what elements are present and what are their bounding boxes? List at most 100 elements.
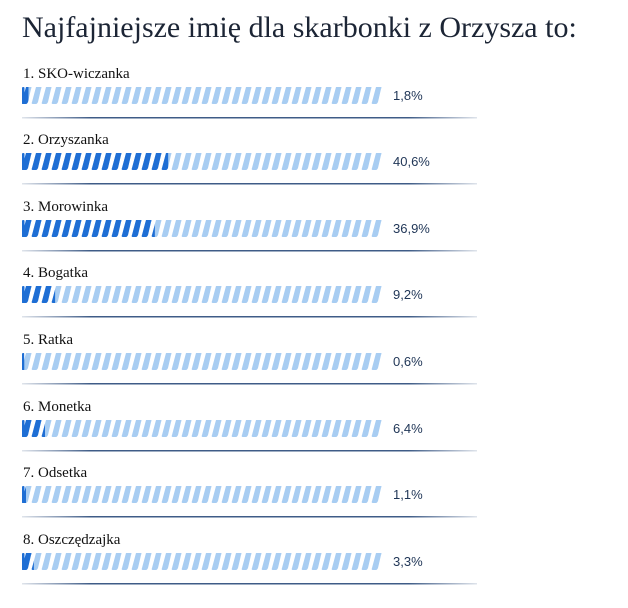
- bar-graphic: [22, 87, 382, 104]
- bar-stripe-empty: [281, 220, 292, 237]
- bar-stripe-empty: [31, 87, 42, 104]
- bar-stripe-filled: [71, 153, 82, 170]
- bar-stripe-filled: [141, 220, 152, 237]
- bar-stripe-empty: [111, 353, 122, 370]
- bar-stripe-empty: [341, 553, 352, 570]
- bar-stripe-empty: [231, 353, 242, 370]
- bar-stripe-empty: [371, 87, 382, 104]
- bar-stripe-empty: [351, 286, 362, 303]
- bar-stripe-empty: [311, 420, 322, 437]
- bar-stripe-empty: [311, 220, 322, 237]
- bar-stripe-empty: [301, 220, 312, 237]
- bar-stripe-empty: [351, 486, 362, 503]
- bar-stripe-empty: [181, 420, 192, 437]
- bar-stripe-empty: [361, 87, 372, 104]
- bar-stripe-empty: [51, 353, 62, 370]
- bar-stripe-empty: [301, 286, 312, 303]
- bar-stripe-empty: [331, 153, 342, 170]
- bar-stripe-empty: [371, 353, 382, 370]
- bar-stripe-empty: [351, 420, 362, 437]
- bar-stripe-empty: [171, 420, 182, 437]
- bar-stripe-empty: [301, 153, 312, 170]
- option-divider: [22, 316, 477, 318]
- bar-stripe-empty: [331, 486, 342, 503]
- bar-stripe-empty: [101, 420, 112, 437]
- bar-stripe-empty: [191, 87, 202, 104]
- bar-stripe-empty: [81, 486, 92, 503]
- bar-stripe-empty: [221, 87, 232, 104]
- bar-stripe-empty: [221, 286, 232, 303]
- bar-stripe-empty: [361, 286, 372, 303]
- bar-stripe-empty: [291, 486, 302, 503]
- bar-stripe-empty: [321, 486, 332, 503]
- bar-stripe-empty: [321, 353, 332, 370]
- bar-stripe-empty: [101, 286, 112, 303]
- bar-stripe-filled: [41, 423, 46, 437]
- bar-stripe-empty: [91, 353, 102, 370]
- bar-stripe-empty: [101, 87, 112, 104]
- bar-stripe-empty: [241, 153, 252, 170]
- bar-stripe-empty: [51, 420, 62, 437]
- bar-stripe-empty: [141, 420, 152, 437]
- bar-stripe-empty: [101, 353, 112, 370]
- poll-result-bar: [22, 485, 382, 504]
- bar-stripe-empty: [281, 353, 292, 370]
- bar-stripe-empty: [171, 486, 182, 503]
- bar-stripe-empty: [221, 553, 232, 570]
- bar-stripe-empty: [161, 220, 172, 237]
- bar-stripe-empty: [91, 486, 102, 503]
- bar-graphic: [22, 553, 382, 570]
- bar-stripe-filled: [101, 220, 112, 237]
- bar-stripe-empty: [111, 486, 122, 503]
- bar-stripe-empty: [341, 153, 352, 170]
- bar-stripe-empty: [231, 420, 242, 437]
- bar-fill: [22, 87, 29, 104]
- bar-stripe-empty: [271, 353, 282, 370]
- bar-stripe-filled: [51, 289, 56, 303]
- bar-stripe-empty: [221, 353, 232, 370]
- poll-option-label: 7. Odsetka: [23, 465, 88, 481]
- bar-graphic: [22, 420, 382, 437]
- bar-stripe-empty: [121, 87, 132, 104]
- divider-line: [22, 250, 477, 252]
- bar-stripe-empty: [351, 220, 362, 237]
- bar-stripe-empty: [361, 553, 372, 570]
- bar-stripe-filled: [31, 153, 42, 170]
- option-divider: [22, 583, 477, 585]
- bar-stripe-empty: [51, 486, 62, 503]
- bar-graphic: [22, 153, 382, 170]
- bar-stripe-empty: [251, 220, 262, 237]
- bar-stripe-empty: [371, 220, 382, 237]
- bar-stripe-filled: [161, 153, 169, 170]
- bar-stripe-empty: [201, 153, 212, 170]
- bar-stripe-empty: [351, 87, 362, 104]
- bar-stripe-filled: [51, 153, 62, 170]
- bar-stripe-empty: [181, 353, 192, 370]
- bar-stripe-filled: [81, 153, 92, 170]
- bar-stripe-empty: [281, 486, 292, 503]
- bar-stripe-filled: [131, 220, 142, 237]
- bar-stripe-empty: [191, 486, 202, 503]
- bar-stripe-filled: [91, 220, 102, 237]
- divider-line: [22, 516, 477, 518]
- bar-stripe-empty: [341, 353, 352, 370]
- bar-stripe-empty: [61, 286, 72, 303]
- bar-stripe-empty: [91, 286, 102, 303]
- bar-stripe-empty: [301, 486, 312, 503]
- bar-stripe-empty: [191, 420, 202, 437]
- bar-stripe-empty: [141, 553, 152, 570]
- poll-option-label: 1. SKO-wiczanka: [23, 66, 130, 82]
- bar-stripe-empty: [301, 420, 312, 437]
- bar-stripe-filled: [81, 220, 92, 237]
- bar-stripe-empty: [41, 353, 52, 370]
- bar-stripe-filled: [101, 153, 112, 170]
- bar-stripe-empty: [271, 553, 282, 570]
- bar-stripe-empty: [261, 220, 272, 237]
- poll-option: 6. Monetka 6,4%: [22, 399, 482, 465]
- divider-line: [22, 117, 477, 119]
- bar-stripe-empty: [311, 353, 322, 370]
- bar-stripe-empty: [261, 486, 272, 503]
- poll-option: 3. Morowinka 36,9%: [22, 199, 482, 265]
- poll-option: 8. Oszczędzajka 3,3%: [22, 532, 482, 598]
- poll-option-label: 8. Oszczędzajka: [23, 532, 121, 548]
